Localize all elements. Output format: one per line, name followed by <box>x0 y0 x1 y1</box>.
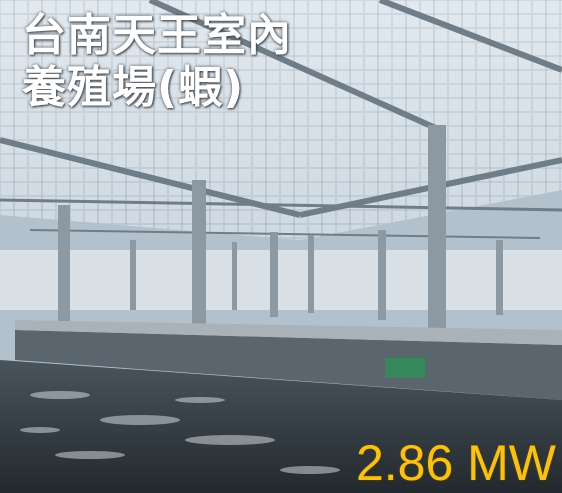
capacity-label: 2.86 MW <box>355 435 556 491</box>
title-line-1: 台南天王室內 <box>22 10 292 61</box>
title-line-2: 養殖場(蝦) <box>22 62 245 113</box>
columns <box>58 125 503 365</box>
roof-beams <box>0 0 562 239</box>
pond-wall <box>15 330 562 400</box>
pond-water <box>0 360 562 493</box>
green-net <box>385 358 425 378</box>
water-ripples <box>20 391 340 474</box>
back-wall <box>0 250 562 310</box>
photo-title: 台南天王室內 養殖場(蝦) <box>22 10 292 114</box>
